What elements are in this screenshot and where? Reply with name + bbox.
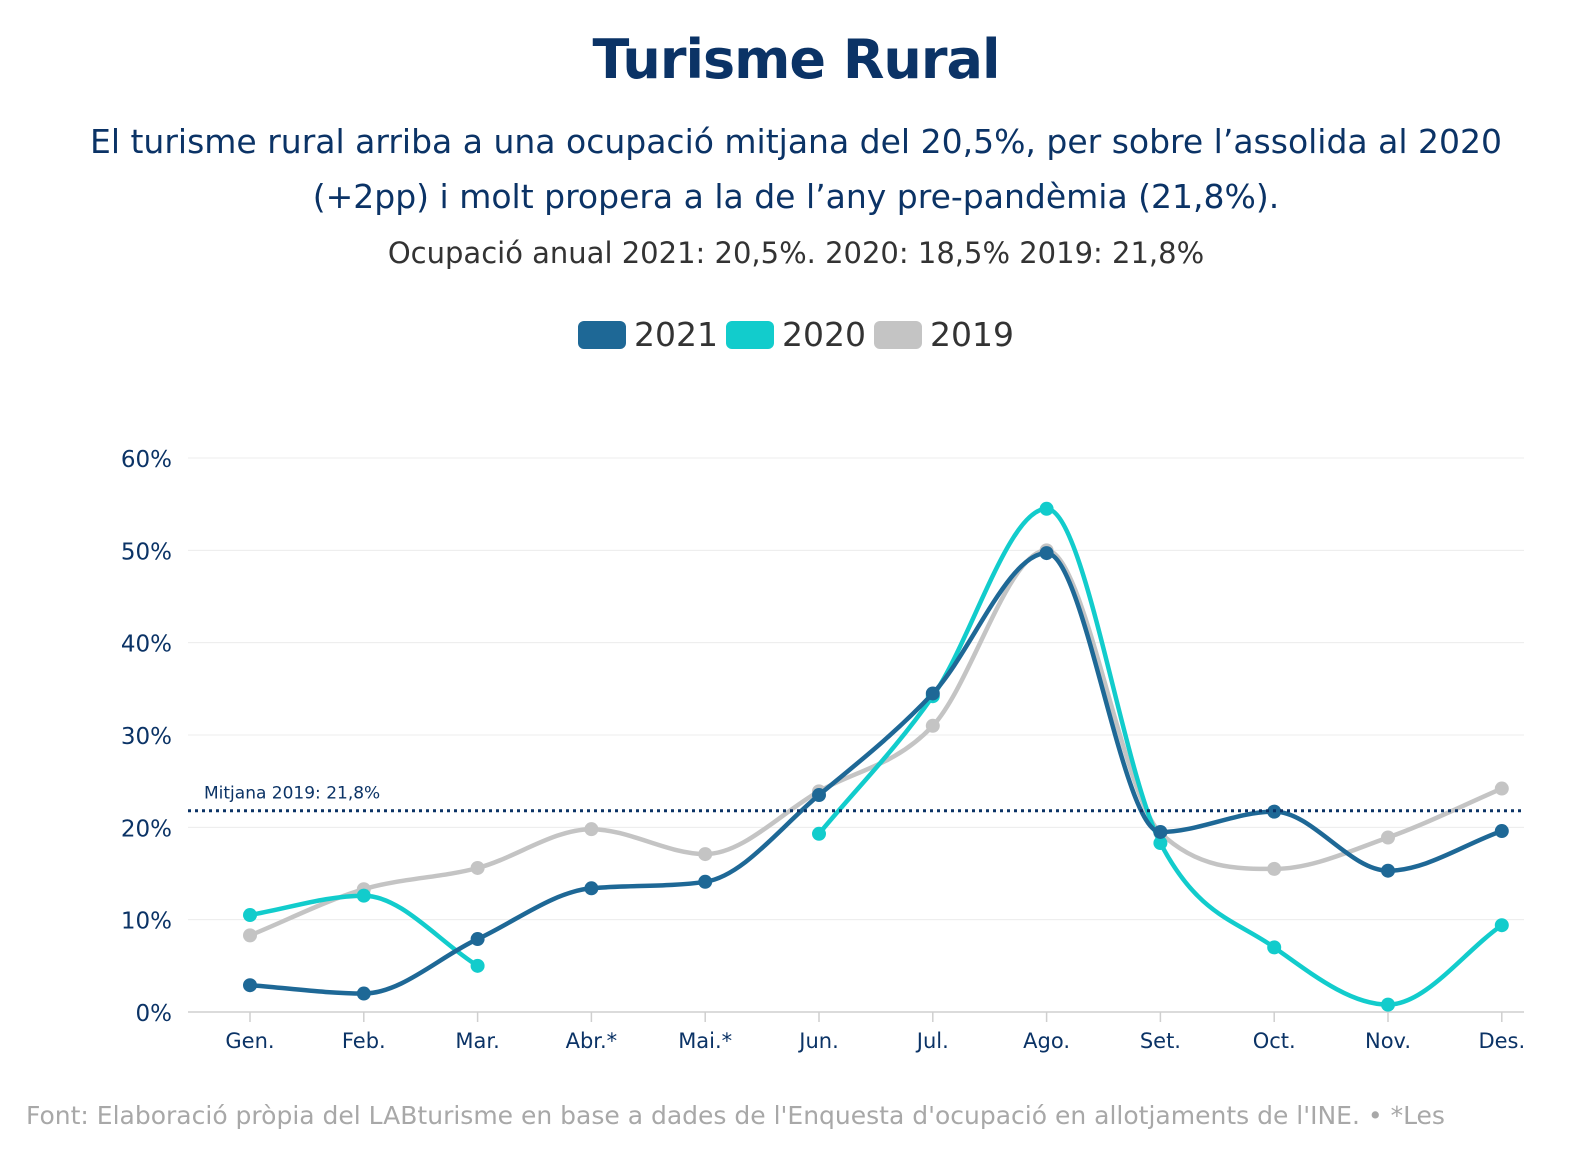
data-point-2019 xyxy=(470,860,485,875)
data-point-2020 xyxy=(1381,997,1395,1012)
y-tick-label: 30% xyxy=(121,724,172,750)
data-point-2021 xyxy=(243,978,257,993)
legend-label-2020: 2020 xyxy=(782,315,866,354)
x-tick-label: Oct. xyxy=(1253,1029,1296,1053)
x-tick-label: Set. xyxy=(1140,1029,1181,1053)
data-point-2020 xyxy=(1494,918,1509,933)
x-tick-label: Des. xyxy=(1478,1029,1525,1053)
data-point-2019 xyxy=(243,928,257,943)
legend-swatch-2019 xyxy=(873,320,922,349)
data-point-2021 xyxy=(470,932,485,947)
x-tick-label: Jun. xyxy=(797,1029,839,1053)
data-point-2021 xyxy=(925,686,940,701)
data-point-2020 xyxy=(470,958,485,973)
legend-item-2021[interactable]: 2021 xyxy=(578,315,718,354)
x-tick-label: Abr.* xyxy=(566,1029,618,1053)
x-tick-label: Jul. xyxy=(915,1029,949,1053)
x-tick-label: Mai.* xyxy=(678,1029,732,1053)
source-footer: Font: Elaboració pròpia del LABturisme e… xyxy=(26,1101,1445,1130)
reference-line-label: Mitjana 2019: 21,8% xyxy=(204,784,380,804)
legend-swatch-2021 xyxy=(578,320,627,349)
data-point-2019 xyxy=(1381,830,1395,845)
data-point-2021 xyxy=(698,874,713,889)
legend: 2021 2020 2019 xyxy=(0,315,1592,354)
data-point-2021 xyxy=(1039,546,1054,561)
data-point-2020 xyxy=(812,826,826,841)
series-line-2019 xyxy=(247,548,1505,938)
y-tick-label: 20% xyxy=(121,816,172,842)
chart-subtitle: El turisme rural arriba a una ocupació m… xyxy=(89,122,1502,216)
data-point-2021 xyxy=(1153,824,1168,839)
data-point-2020 xyxy=(1153,836,1168,851)
data-point-2020 xyxy=(1267,940,1282,955)
series-line-2021 xyxy=(247,550,1505,996)
data-point-2021 xyxy=(1381,863,1395,878)
y-tick-label: 0% xyxy=(136,1001,173,1027)
y-tick-label: 40% xyxy=(121,632,172,658)
annual-occupancy-note: Ocupació anual 2021: 20,5%. 2020: 18,5% … xyxy=(387,236,1205,270)
x-tick-label: Nov. xyxy=(1365,1029,1411,1053)
legend-item-2019[interactable]: 2019 xyxy=(873,315,1014,354)
x-tick-label: Mar. xyxy=(455,1029,499,1053)
data-point-2019 xyxy=(1494,781,1509,796)
chart-title: Turisme Rural xyxy=(592,28,1001,91)
data-point-2019 xyxy=(584,822,599,837)
y-tick-label: 50% xyxy=(121,539,172,565)
series-line-2020 xyxy=(816,506,1505,1007)
data-point-2019 xyxy=(925,718,940,733)
y-tick-label: 60% xyxy=(121,447,172,473)
x-tick-label: Gen. xyxy=(225,1029,274,1053)
data-point-2020 xyxy=(243,908,257,923)
data-point-2021 xyxy=(584,881,599,896)
data-point-2021 xyxy=(356,986,371,1001)
legend-label-2021: 2021 xyxy=(634,315,718,354)
data-point-2021 xyxy=(1494,824,1509,839)
x-tick-label: Feb. xyxy=(342,1029,386,1053)
data-point-2020 xyxy=(356,888,371,903)
legend-label-2019: 2019 xyxy=(929,315,1014,354)
legend-swatch-2020 xyxy=(726,320,774,349)
data-point-2019 xyxy=(1267,861,1282,876)
series-line-2020 xyxy=(247,893,480,969)
y-tick-label: 10% xyxy=(121,909,172,935)
line-chart: 0% 10% 20% 30% 40% 50% 60% Gen. Feb. Mar. Abr.* Mai… xyxy=(121,447,1525,1053)
data-point-2021 xyxy=(812,788,826,803)
x-tick-label: Ago. xyxy=(1023,1029,1070,1053)
data-point-2020 xyxy=(1039,501,1054,516)
data-point-2019 xyxy=(698,847,713,862)
legend-item-2020[interactable]: 2020 xyxy=(726,315,866,354)
